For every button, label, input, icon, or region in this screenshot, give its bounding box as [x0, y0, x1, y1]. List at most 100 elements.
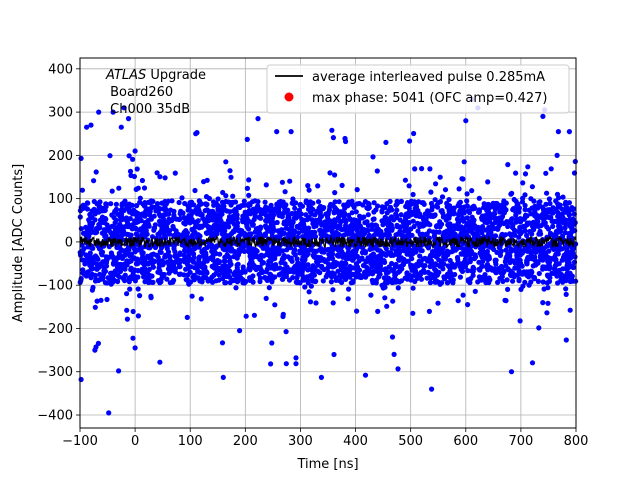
scatter-point — [524, 260, 530, 266]
scatter-point — [125, 116, 132, 122]
scatter-point — [130, 156, 136, 162]
scatter-point — [411, 200, 417, 206]
scatter-point — [485, 201, 491, 207]
scatter-point — [287, 256, 294, 262]
scatter-point — [505, 286, 511, 292]
scatter-point — [428, 252, 434, 258]
scatter-point — [272, 252, 279, 258]
scatter-point — [246, 177, 252, 183]
scatter-point — [414, 271, 420, 277]
scatter-point — [562, 225, 568, 231]
scatter-point — [311, 254, 317, 260]
scatter-point — [416, 199, 422, 205]
scatter-point — [122, 231, 128, 237]
x-tick-label: 0 — [131, 434, 139, 449]
scatter-point — [522, 171, 529, 177]
scatter-point — [555, 213, 561, 219]
scatter-point — [139, 256, 145, 262]
scatter-point — [406, 219, 412, 226]
scatter-point — [312, 278, 318, 285]
scatter-point — [379, 218, 385, 224]
scatter-point — [343, 253, 349, 259]
scatter-point — [162, 175, 168, 181]
scatter-point — [232, 269, 239, 275]
scatter-point — [85, 200, 91, 206]
scatter-point — [215, 196, 221, 202]
scatter-point — [417, 253, 423, 259]
scatter-point — [431, 213, 438, 219]
scatter-point — [203, 253, 209, 259]
scatter-point — [119, 201, 125, 207]
scatter-point — [302, 284, 308, 290]
scatter-point — [141, 262, 147, 268]
scatter-point — [543, 201, 549, 207]
scatter-point — [80, 230, 87, 236]
scatter-point — [110, 231, 116, 237]
scatter-point — [325, 261, 331, 267]
scatter-point — [113, 227, 119, 233]
scatter-point — [528, 251, 534, 257]
scatter-point — [125, 202, 131, 208]
scatter-point — [162, 254, 168, 260]
scatter-point — [265, 262, 271, 268]
scatter-point — [128, 172, 134, 179]
scatter-point — [419, 231, 425, 237]
scatter-point — [389, 260, 395, 267]
scatter-point — [295, 267, 301, 273]
scatter-point — [108, 281, 114, 287]
scatter-point — [503, 263, 509, 269]
scatter-point — [398, 278, 405, 284]
scatter-point — [412, 166, 418, 172]
scatter-point — [517, 318, 523, 324]
scatter-point — [263, 295, 269, 301]
x-tick-label: 500 — [398, 434, 423, 449]
scatter-point — [221, 207, 228, 213]
scatter-point — [300, 254, 306, 260]
scatter-point — [406, 183, 412, 189]
scatter-point — [156, 205, 162, 211]
scatter-point — [231, 254, 237, 260]
scatter-point — [553, 198, 559, 204]
scatter-point — [134, 166, 140, 172]
scatter-point — [170, 279, 176, 285]
scatter-point — [446, 197, 452, 203]
scatter-point — [362, 220, 368, 226]
scatter-point — [255, 116, 261, 122]
scatter-point — [375, 308, 381, 314]
scatter-point — [295, 230, 302, 236]
scatter-point — [374, 168, 380, 174]
x-tick-label: −100 — [62, 434, 98, 449]
scatter-point — [383, 270, 390, 276]
scatter-point — [298, 211, 304, 217]
scatter-point — [406, 206, 412, 212]
scatter-point — [182, 200, 188, 207]
scatter-point — [264, 218, 270, 224]
scatter-point — [109, 271, 115, 277]
y-tick-label: 300 — [48, 106, 73, 121]
scatter-point — [465, 277, 471, 283]
scatter-point — [335, 209, 341, 215]
scatter-point — [342, 232, 348, 238]
scatter-point — [452, 271, 458, 278]
scatter-point — [393, 202, 399, 208]
scatter-point — [332, 217, 338, 223]
scatter-point — [547, 263, 553, 269]
scatter-point — [546, 207, 552, 213]
scatter-point — [102, 233, 108, 240]
scatter-point — [532, 254, 538, 260]
scatter-point — [483, 215, 489, 221]
scatter-point — [246, 192, 252, 198]
scatter-point — [295, 271, 301, 277]
scatter-point — [347, 267, 353, 273]
scatter-point — [383, 246, 389, 252]
scatter-point — [442, 187, 449, 193]
scatter-point — [487, 224, 493, 230]
scatter-point — [530, 219, 537, 225]
scatter-point — [333, 277, 339, 283]
scatter-point — [139, 177, 145, 184]
scatter-point — [362, 372, 369, 378]
scatter-point — [517, 269, 523, 275]
scatter-point — [346, 249, 352, 255]
scatter-point — [443, 228, 450, 235]
scatter-point — [563, 250, 569, 257]
